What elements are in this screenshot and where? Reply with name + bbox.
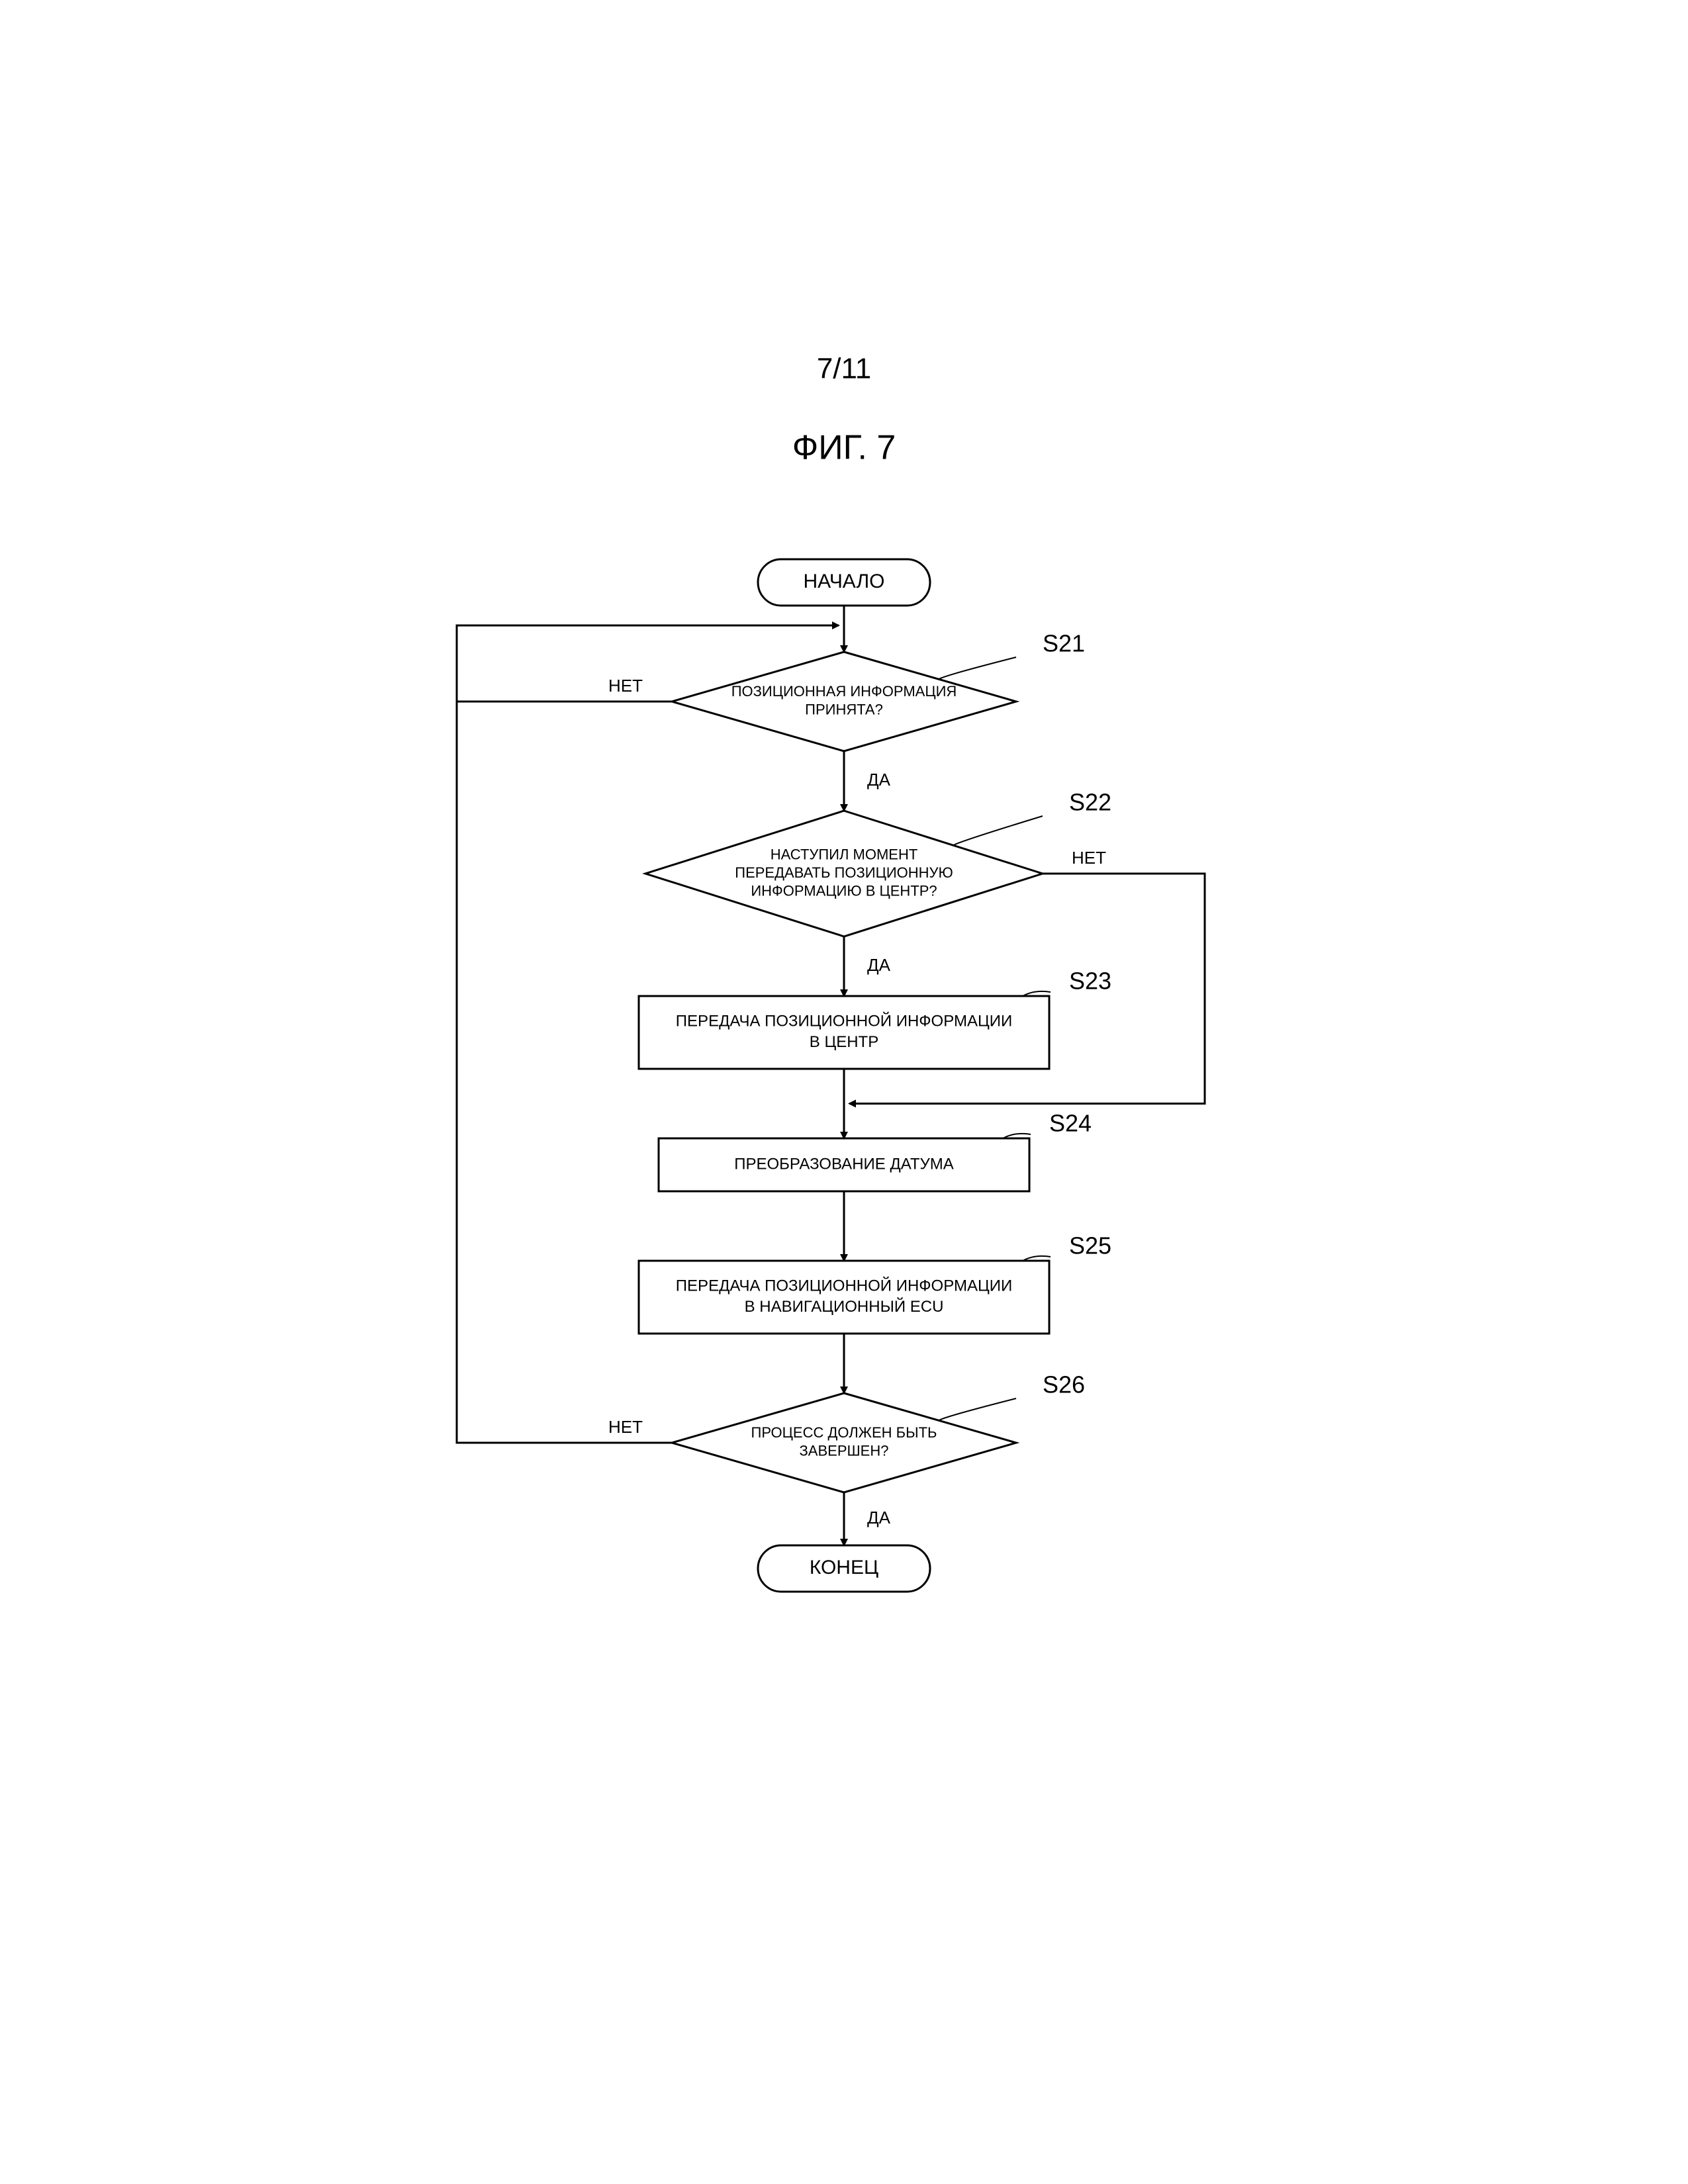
- s22-node-ref-leader: [953, 816, 1043, 845]
- figure-label: ФИГ. 7: [792, 429, 896, 467]
- s21-node-ref-leader: [939, 657, 1016, 679]
- s23-node-line-0: ПЕРЕДАЧА ПОЗИЦИОННОЙ ИНФОРМАЦИИ: [676, 1012, 1012, 1030]
- s25-node-ref: S25: [1069, 1232, 1111, 1259]
- page: 7/11 ФИГ. 7 НАЧАЛО ПОЗИЦИОННАЯ ИНФОРМАЦИЯ ПР…: [0, 0, 1688, 2184]
- s26-yes-label: ДА: [867, 1508, 891, 1527]
- s23-node-ref: S23: [1069, 968, 1111, 995]
- flowchart-svg: 7/11 ФИГ. 7 НАЧАЛО ПОЗИЦИОННАЯ ИНФОРМАЦИЯ ПР…: [0, 0, 1688, 2184]
- s22-node-line-1: ПЕРЕДАВАТЬ ПОЗИЦИОННУЮ: [735, 864, 953, 881]
- s21-node-line-0: ПОЗИЦИОННАЯ ИНФОРМАЦИЯ: [731, 683, 957, 700]
- s21-node-line-1: ПРИНЯТА?: [805, 702, 883, 718]
- s26-node-ref-leader: [939, 1398, 1016, 1420]
- s25-node-line-0: ПЕРЕДАЧА ПОЗИЦИОННОЙ ИНФОРМАЦИИ: [676, 1277, 1012, 1295]
- s22-yes-label: ДА: [867, 955, 891, 975]
- page-number: 7/11: [817, 353, 871, 385]
- s21-no-label: НЕТ: [608, 676, 643, 696]
- s24-node-ref: S24: [1049, 1110, 1092, 1137]
- s26-node-ref: S26: [1043, 1371, 1085, 1398]
- s26-node-line-0: ПРОЦЕСС ДОЛЖЕН БЫТЬ: [751, 1424, 937, 1441]
- s21-node-ref: S21: [1043, 630, 1085, 657]
- end-node-label: КОНЕЦ: [810, 1557, 878, 1578]
- s21-yes-label: ДА: [867, 770, 891, 790]
- s25-node-line-1: В НАВИГАЦИОННЫЙ ECU: [745, 1297, 944, 1316]
- start-node-label: НАЧАЛО: [803, 570, 884, 592]
- s22-node-line-0: НАСТУПИЛ МОМЕНТ: [771, 846, 918, 862]
- s24-node-line-0: ПРЕОБРАЗОВАНИЕ ДАТУМА: [734, 1155, 954, 1173]
- s26-no-label: НЕТ: [608, 1417, 643, 1437]
- s26-node-line-1: ЗАВЕРШЕН?: [800, 1443, 889, 1459]
- s23-node-line-1: В ЦЕНТР: [810, 1033, 878, 1051]
- s22-node-ref: S22: [1069, 789, 1111, 816]
- s22-no-label: НЕТ: [1072, 848, 1106, 868]
- s22-node-line-2: ИНФОРМАЦИЮ В ЦЕНТР?: [751, 882, 937, 899]
